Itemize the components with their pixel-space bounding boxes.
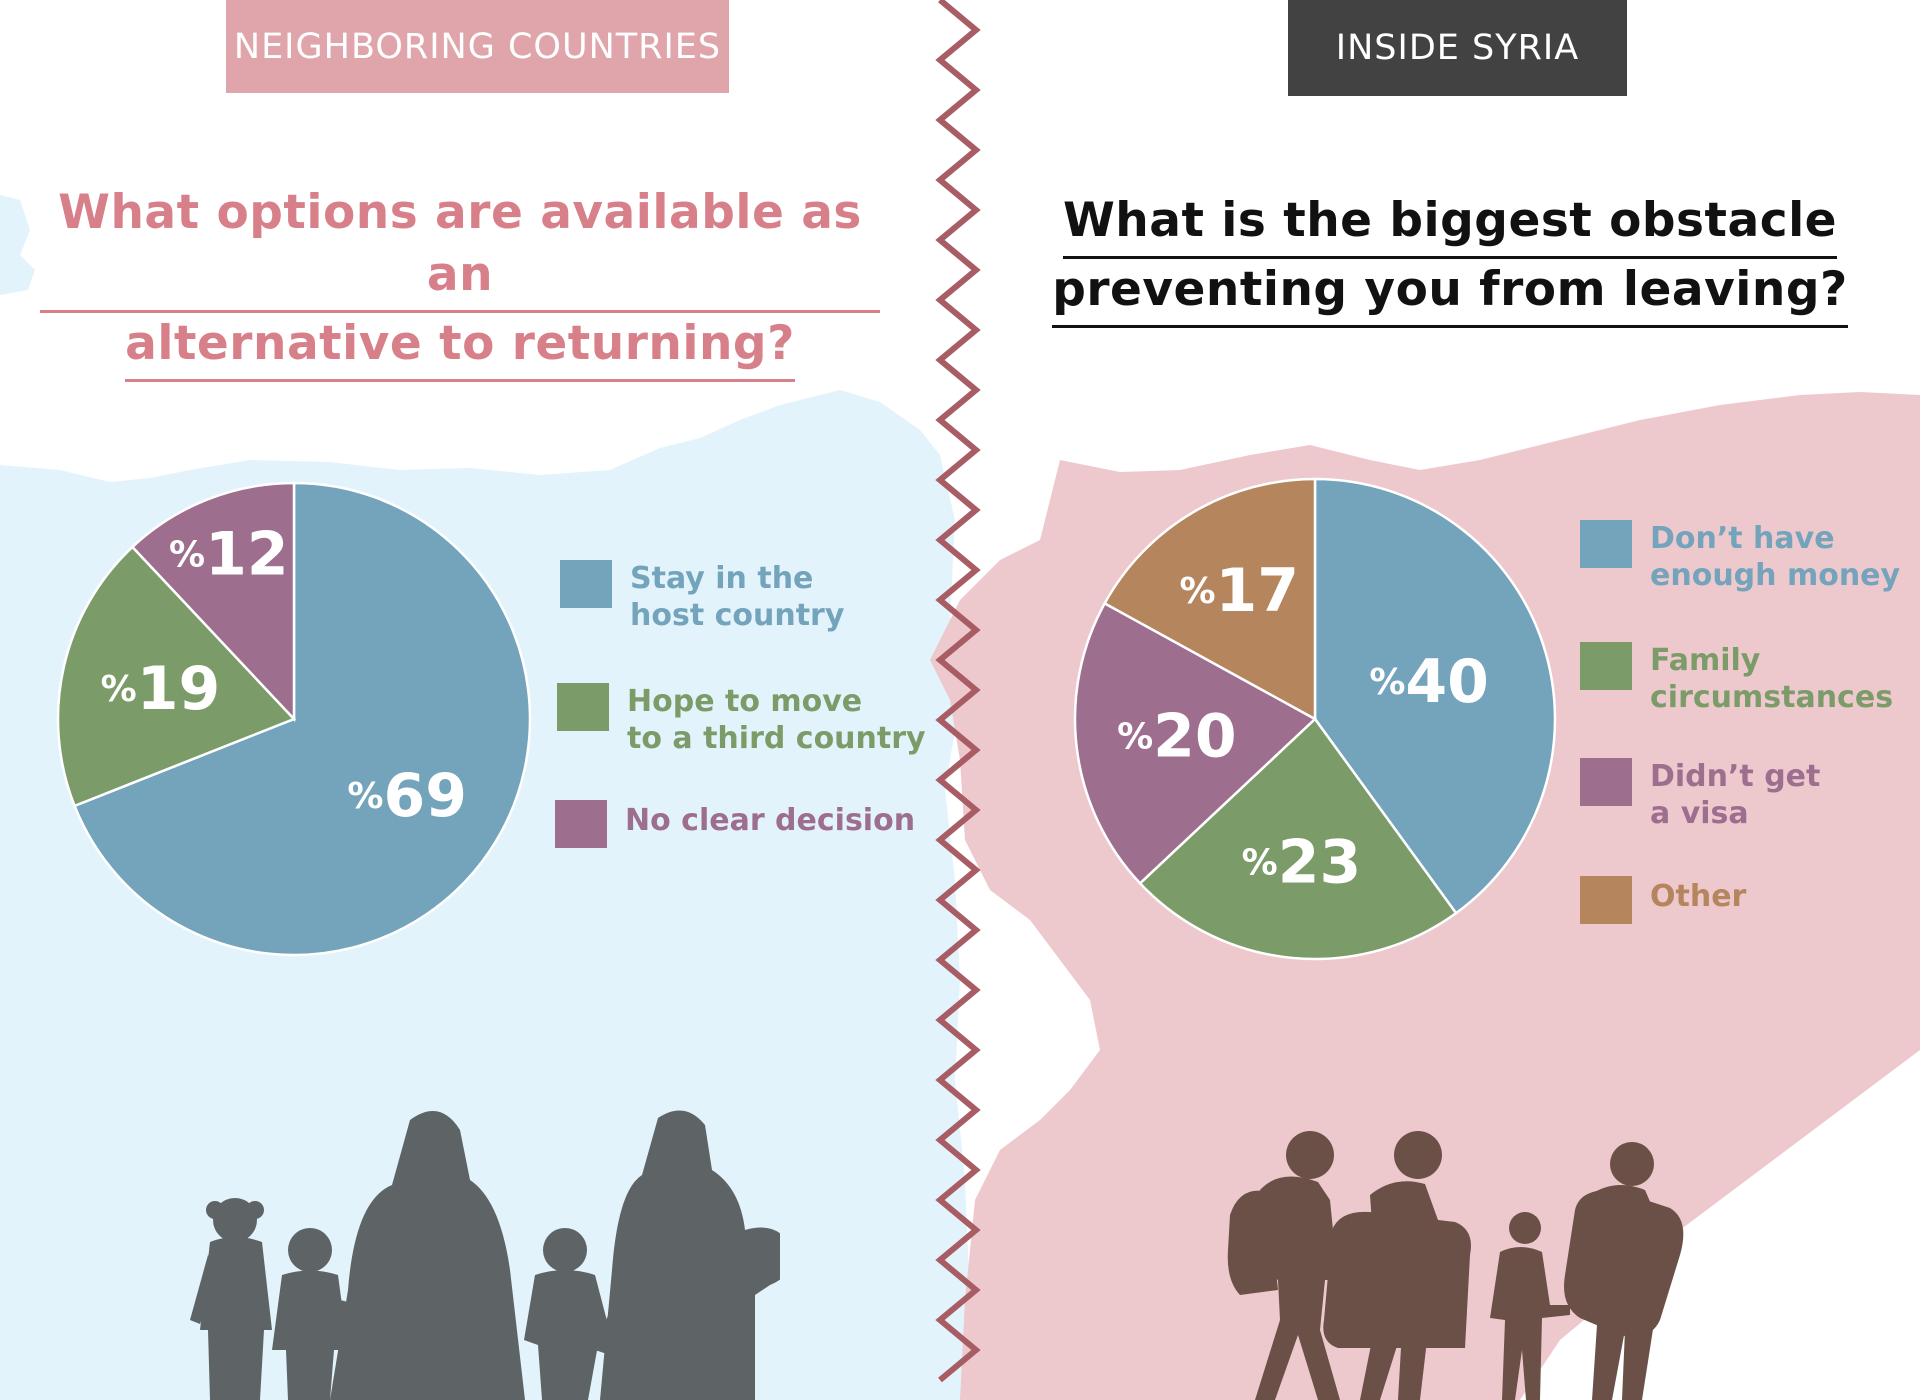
pie-slice xyxy=(1073,601,1318,886)
legend-swatch xyxy=(1580,876,1632,924)
left-section-tag: NEIGHBORING COUNTRIES xyxy=(226,0,729,93)
right-legend-item: Family circumstances xyxy=(1580,642,1893,716)
right-pie-chart: %40 %23%20 %17 xyxy=(1073,477,1557,961)
pie-slice-label: %12 xyxy=(169,519,289,589)
legend-swatch xyxy=(1580,758,1632,806)
right-legend-item: Don’t have enough money xyxy=(1580,520,1900,594)
pie-slice xyxy=(1138,717,1458,961)
right-question-line1: What is the biggest obstacle xyxy=(1062,190,1838,259)
left-question-line2: alternative to returning? xyxy=(125,313,795,382)
legend-swatch xyxy=(557,683,609,731)
adult-silhouette xyxy=(595,1110,780,1400)
child-silhouette xyxy=(190,1198,272,1400)
zigzag-divider xyxy=(935,0,981,1383)
pie-slice xyxy=(1313,477,1557,915)
pie-slice xyxy=(1102,477,1317,722)
left-legend-item: Stay in the host country xyxy=(560,560,844,634)
child-silhouette xyxy=(524,1228,612,1400)
left-question: What options are available as an alterna… xyxy=(40,182,880,382)
pie-slice-label: %23 xyxy=(1242,827,1362,897)
child-silhouette xyxy=(1490,1212,1570,1400)
legend-label: Family circumstances xyxy=(1650,643,1894,715)
legend-label: Hope to move to a third country xyxy=(627,684,926,756)
legend-swatch xyxy=(560,560,612,608)
man-silhouette xyxy=(1323,1131,1471,1400)
right-question: What is the biggest obstacle preventing … xyxy=(1050,190,1850,328)
legend-label: Don’t have enough money xyxy=(1650,521,1901,593)
pie-slice xyxy=(130,481,296,723)
family-silhouette-illustration xyxy=(190,1110,780,1400)
right-question-line2: preventing you from leaving? xyxy=(1052,259,1848,328)
legend-label: Other xyxy=(1650,879,1747,914)
right-legend-item: Didn’t get a visa xyxy=(1580,758,1820,832)
pie-slice-label: %17 xyxy=(1179,556,1299,626)
pie-slice-label: %69 xyxy=(347,761,467,831)
men-walking-silhouette-illustration xyxy=(1227,1131,1684,1400)
left-question-line1: What options are available as an xyxy=(40,182,880,313)
legend-label: No clear decision xyxy=(625,803,916,838)
legend-swatch xyxy=(1580,642,1632,690)
left-map-top-region xyxy=(0,195,35,295)
left-legend-item: Hope to move to a third country xyxy=(557,683,926,757)
right-section-tag: INSIDE SYRIA xyxy=(1288,0,1627,96)
pie-slice xyxy=(72,481,532,957)
legend-label: Stay in the host country xyxy=(630,561,845,633)
left-legend-item: No clear decision xyxy=(555,800,915,848)
man-silhouette xyxy=(1227,1131,1340,1400)
pie-slice xyxy=(56,545,297,808)
man-silhouette xyxy=(1564,1142,1684,1400)
left-pie-chart: %69 %19 %12 xyxy=(56,481,532,957)
child-silhouette xyxy=(272,1228,348,1400)
legend-label: Didn’t get a visa xyxy=(1650,759,1821,831)
legend-swatch xyxy=(555,800,607,848)
pie-slice-label: %20 xyxy=(1117,701,1237,771)
adult-silhouette xyxy=(330,1111,525,1400)
legend-swatch xyxy=(1580,520,1632,568)
pie-slice-label: %19 xyxy=(101,654,221,724)
pie-slice-label: %40 xyxy=(1369,647,1489,717)
right-legend-item: Other xyxy=(1580,876,1746,924)
